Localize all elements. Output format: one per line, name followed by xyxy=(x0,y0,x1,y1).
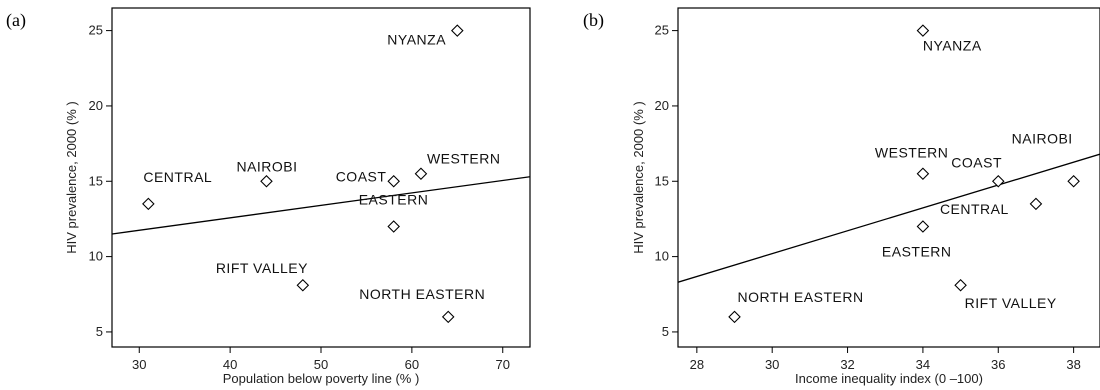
x-tick-label: 30 xyxy=(132,357,146,372)
y-tick-label: 25 xyxy=(89,23,103,38)
plot-frame xyxy=(677,7,1100,348)
data-point-rift-valley xyxy=(954,278,967,292)
data-point-nyanza xyxy=(451,24,464,37)
point-label-coast: COAST xyxy=(336,168,387,184)
data-point-central xyxy=(142,197,155,211)
y-tick-label: 20 xyxy=(89,98,103,113)
y-tick-label: 20 xyxy=(655,98,669,113)
point-label-north-eastern: NORTH EASTERN xyxy=(738,289,864,305)
point-label-eastern: EASTERN xyxy=(359,191,429,207)
point-label-central: CENTRAL xyxy=(940,201,1009,217)
point-label-rift-valley: RIFT VALLEY xyxy=(216,260,308,276)
x-axis-label: Population below poverty line (% ) xyxy=(223,371,420,386)
y-axis-label: HIV prevalence, 2000 (% ) xyxy=(631,101,646,253)
data-point-rift-valley xyxy=(296,278,310,292)
y-tick-label: 10 xyxy=(655,249,669,264)
x-tick-label: 36 xyxy=(991,357,1005,372)
x-tick-label: 28 xyxy=(690,357,704,372)
panel-label: (b) xyxy=(583,10,604,31)
panel-label: (a) xyxy=(6,10,26,31)
data-point-coast xyxy=(387,174,400,188)
point-label-western: WESTERN xyxy=(427,151,501,167)
x-tick-label: 40 xyxy=(223,357,237,372)
y-tick-label: 10 xyxy=(89,249,103,264)
x-tick-label: 60 xyxy=(405,357,419,372)
chart-panel-b: (b) 28 30 32 34 36 38 5 10 15 20 25 Income inequalit… xyxy=(583,7,1100,386)
y-axis-label: HIV prevalence, 2000 (% ) xyxy=(64,101,79,253)
y-tick-label: 25 xyxy=(655,23,669,38)
data-point-coast xyxy=(991,174,1005,188)
data-point-central xyxy=(1029,197,1043,211)
x-tick-label: 70 xyxy=(496,357,510,372)
data-point-nyanza xyxy=(916,24,930,37)
point-label-nyanza: NYANZA xyxy=(923,38,982,54)
point-label-eastern: EASTERN xyxy=(882,243,952,259)
data-point-western xyxy=(916,167,930,181)
y-tick-label: 15 xyxy=(655,173,669,188)
point-label-western: WESTERN xyxy=(875,145,949,161)
y-tick-label: 15 xyxy=(89,173,103,188)
data-point-nairobi xyxy=(1067,174,1080,188)
x-tick-label: 32 xyxy=(840,357,854,372)
chart-panel-a: (a) 30 40 50 60 70 5 10 15 20 25 Population below p… xyxy=(6,7,531,386)
data-point-eastern xyxy=(916,220,930,233)
x-tick-label: 34 xyxy=(916,357,930,372)
trend-line xyxy=(678,153,1100,283)
x-tick-label: 50 xyxy=(314,357,328,372)
data-point-western xyxy=(414,167,428,181)
point-label-nyanza: NYANZA xyxy=(387,32,446,48)
x-axis-label: Income inequality index (0 –100) xyxy=(795,371,983,386)
point-label-rift-valley: RIFT VALLEY xyxy=(965,295,1057,311)
data-point-north-eastern xyxy=(728,310,741,324)
data-point-nairobi xyxy=(260,174,273,188)
x-tick-label: 30 xyxy=(765,357,779,372)
y-tick-label: 5 xyxy=(662,324,669,339)
x-tick-label: 38 xyxy=(1066,357,1080,372)
point-label-nairobi: NAIROBI xyxy=(236,158,297,174)
data-point-north-eastern xyxy=(441,310,455,324)
point-label-central: CENTRAL xyxy=(143,169,212,185)
trend-line xyxy=(112,176,530,235)
point-label-nairobi: NAIROBI xyxy=(1012,130,1073,146)
data-point-eastern xyxy=(387,220,400,233)
point-label-north-eastern: NORTH EASTERN xyxy=(359,286,485,302)
y-tick-label: 5 xyxy=(96,324,103,339)
point-label-coast: COAST xyxy=(951,154,1002,170)
